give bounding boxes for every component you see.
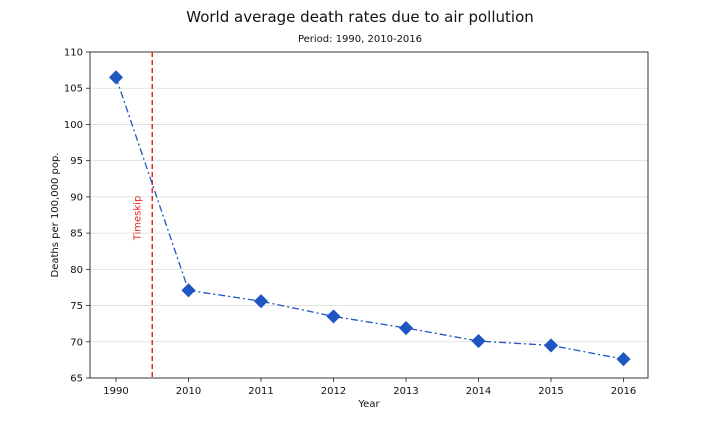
series-layer: [108, 70, 631, 367]
series-line: [115, 77, 624, 360]
y-tick-label: 100: [64, 120, 83, 131]
data-point: [181, 283, 196, 298]
x-tick-label: 2015: [538, 386, 563, 397]
x-tick-label: 2014: [466, 386, 491, 397]
x-axis-label: Year: [357, 399, 380, 410]
data-point: [543, 338, 559, 353]
y-tick-label: 65: [70, 374, 83, 385]
y-tick-label: 95: [70, 156, 83, 167]
y-tick-label: 75: [70, 301, 83, 312]
data-point: [616, 352, 631, 367]
timeskip-label: Timeskip: [132, 196, 143, 242]
data-point: [253, 294, 269, 309]
x-tick-label: 2012: [321, 386, 346, 397]
chart-title: World average death rates due to air pol…: [186, 8, 534, 26]
x-tick-label: 2010: [176, 386, 201, 397]
axes: 65 70 75 80 85 90 95 100 105 110 1990 2010 2011 2012 2…: [64, 48, 649, 397]
y-tick-label: 90: [70, 192, 83, 203]
x-tick-label: 2013: [393, 386, 418, 397]
annotation-layer: Timeskip: [132, 52, 153, 378]
data-point: [108, 70, 124, 85]
y-tick-label: 70: [70, 337, 83, 348]
y-tick-label: 85: [70, 229, 83, 240]
data-point: [326, 309, 341, 324]
y-tick-label: 110: [64, 48, 83, 59]
grid-lines: [90, 87, 648, 343]
x-tick-label: 1990: [103, 386, 128, 397]
data-point: [471, 333, 486, 349]
x-tick-label: 2011: [248, 386, 273, 397]
y-tick-label: 80: [70, 265, 83, 276]
x-tick-label: 2016: [611, 386, 636, 397]
chart-subtitle: Period: 1990, 2010-2016: [297, 34, 423, 45]
y-axis-label: Deaths per 100,000 pop.: [50, 153, 61, 278]
y-tick-label: 105: [64, 84, 83, 95]
plot-frame: [89, 51, 649, 379]
data-point: [398, 320, 414, 336]
